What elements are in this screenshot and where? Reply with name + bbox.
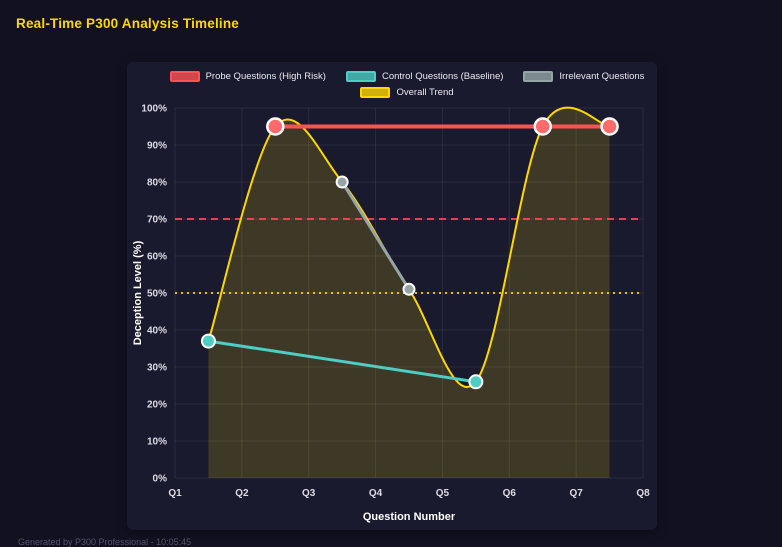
legend-label: Irrelevant Questions: [559, 71, 645, 82]
x-tick-label: Q2: [235, 488, 249, 499]
chart-legend: Probe Questions (High Risk) Control Quest…: [167, 71, 647, 98]
data-point: [533, 117, 552, 136]
x-tick-label: Q6: [503, 488, 517, 499]
y-tick-label: 80%: [147, 178, 167, 189]
legend-swatch-icon: [169, 71, 200, 82]
data-point: [468, 374, 484, 390]
x-tick-label: Q7: [569, 488, 583, 499]
x-tick-label: Q3: [302, 488, 316, 499]
y-tick-label: 20%: [147, 400, 167, 411]
legend-label: Control Questions (Baseline): [381, 71, 504, 82]
legend-swatch-icon: [523, 71, 554, 82]
y-tick-label: 10%: [147, 437, 167, 448]
data-point: [402, 282, 416, 296]
series-line-1: [206, 339, 478, 384]
y-tick-label: 70%: [147, 215, 167, 226]
data-point: [600, 117, 619, 136]
chart-footer-note: Generated by P300 Professional - 10:05:4…: [18, 537, 192, 547]
legend-item-3[interactable]: Overall Trend: [360, 87, 454, 98]
y-tick-label: 0%: [153, 474, 168, 485]
data-point: [200, 333, 216, 349]
x-tick-label: Q5: [436, 488, 450, 499]
legend-swatch-icon: [345, 71, 376, 82]
y-axis-title: Deception Level (%): [132, 240, 144, 345]
chart-panel: Probe Questions (High Risk) Control Quest…: [127, 62, 657, 530]
y-tick-label: 50%: [147, 289, 167, 300]
legend-item-0[interactable]: Probe Questions (High Risk): [169, 71, 326, 82]
legend-item-2[interactable]: Irrelevant Questions: [523, 71, 644, 82]
legend-label: Probe Questions (High Risk): [205, 71, 326, 82]
y-tick-label: 90%: [147, 141, 167, 152]
page-title: Real-Time P300 Analysis Timeline: [16, 16, 240, 31]
y-tick-label: 60%: [147, 252, 167, 263]
y-tick-label: 40%: [147, 326, 167, 337]
legend-label: Overall Trend: [396, 87, 454, 98]
legend-item-1[interactable]: Control Questions (Baseline): [345, 71, 504, 82]
x-tick-label: Q8: [636, 488, 650, 499]
x-tick-label: Q4: [369, 488, 383, 499]
data-point: [266, 117, 285, 136]
data-point: [335, 175, 349, 189]
legend-swatch-icon: [360, 87, 391, 98]
y-tick-label: 30%: [147, 363, 167, 374]
x-axis-title: Question Number: [363, 511, 456, 523]
x-tick-label: Q1: [168, 488, 182, 499]
timeline-chart-svg[interactable]: Q1 Q2 Q3 Q4 Q5 Q6 Q7 Q8 0% 10% 20% 30% 40% 50% 60% 70% 8…: [127, 62, 657, 530]
y-tick-label: 100%: [141, 104, 167, 115]
series-line-2: [340, 180, 411, 291]
